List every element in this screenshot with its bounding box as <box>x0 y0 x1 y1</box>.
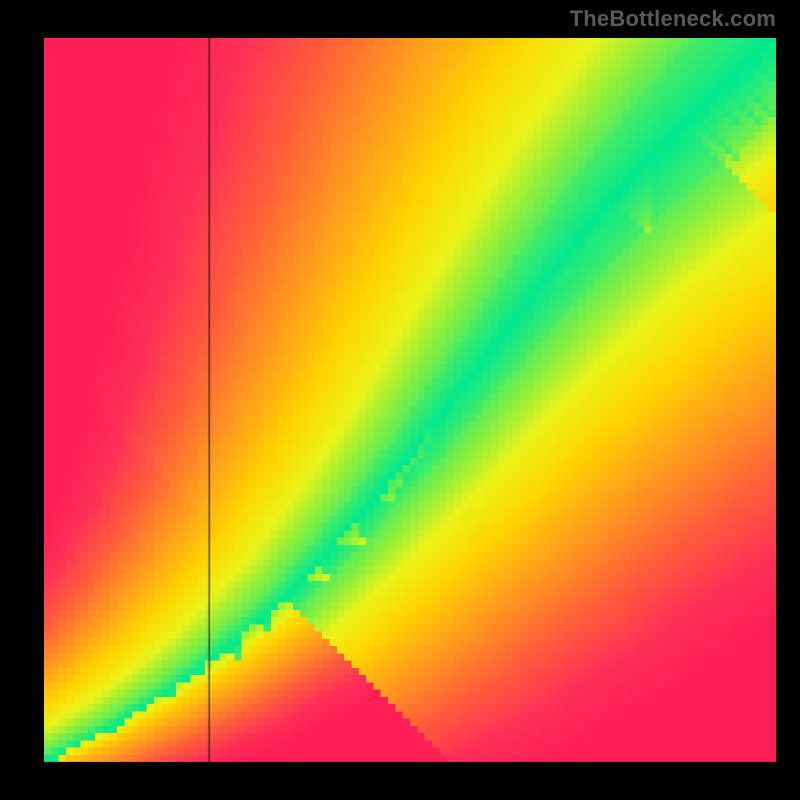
heatmap-canvas <box>44 38 776 762</box>
chart-container: TheBottleneck.com <box>0 0 800 800</box>
watermark-text: TheBottleneck.com <box>570 6 776 32</box>
